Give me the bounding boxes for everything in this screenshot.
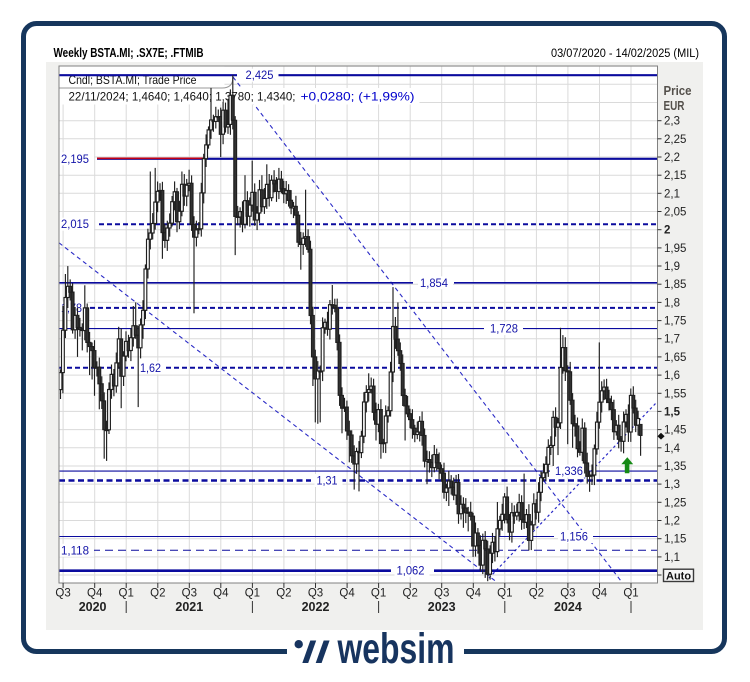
svg-text:1,35: 1,35 xyxy=(664,461,686,473)
svg-text:Cndl; BSTA.MI; Trade Price: Cndl; BSTA.MI; Trade Price xyxy=(69,73,197,87)
svg-text:1,65: 1,65 xyxy=(664,352,686,364)
svg-text:1,95: 1,95 xyxy=(664,243,686,255)
svg-text:1,9: 1,9 xyxy=(664,261,680,273)
svg-text:2,15: 2,15 xyxy=(664,170,686,182)
svg-text:1,4: 1,4 xyxy=(664,443,681,455)
svg-text:1,15: 1,15 xyxy=(664,534,686,546)
svg-text:Q4: Q4 xyxy=(339,588,355,600)
svg-text:1,75: 1,75 xyxy=(664,316,686,328)
svg-text:2,1: 2,1 xyxy=(664,188,680,200)
svg-text:2022: 2022 xyxy=(302,600,330,614)
svg-text:Auto: Auto xyxy=(666,570,691,582)
svg-text:2,195: 2,195 xyxy=(61,154,89,166)
svg-text:Q3: Q3 xyxy=(182,588,197,600)
svg-text:2,015: 2,015 xyxy=(61,219,89,231)
svg-text:2,05: 2,05 xyxy=(664,207,686,219)
svg-text:2,425: 2,425 xyxy=(246,70,274,82)
svg-text:Weekly BSTA.MI; .SX7E; .FTMIB: Weekly BSTA.MI; .SX7E; .FTMIB xyxy=(54,46,204,60)
svg-text:Q2: Q2 xyxy=(403,588,418,600)
svg-text:Q1: Q1 xyxy=(245,588,260,600)
svg-text:Q1: Q1 xyxy=(497,588,512,600)
svg-text:1,1: 1,1 xyxy=(664,552,680,564)
svg-text:22/11/2024; 1,4640; 1,4640; 1,: 22/11/2024; 1,4640; 1,4640; 1,3780; 1,43… xyxy=(69,90,296,104)
svg-text:2: 2 xyxy=(664,225,670,237)
svg-text:1,2: 1,2 xyxy=(664,516,680,528)
svg-text:Q3: Q3 xyxy=(55,588,70,600)
svg-text:Q2: Q2 xyxy=(276,588,291,600)
svg-text:1,7: 1,7 xyxy=(664,334,680,346)
svg-text:1,5: 1,5 xyxy=(664,406,681,418)
svg-text:Q4: Q4 xyxy=(87,588,103,600)
svg-text:03/07/2020 - 14/02/2025 (MIL): 03/07/2020 - 14/02/2025 (MIL) xyxy=(551,46,699,60)
svg-text:Q2: Q2 xyxy=(150,588,165,600)
svg-text:Q4: Q4 xyxy=(466,588,482,600)
svg-text:1,3: 1,3 xyxy=(664,479,680,491)
svg-text:1,336: 1,336 xyxy=(555,466,583,478)
svg-text:1,85: 1,85 xyxy=(664,279,686,291)
svg-text:1,31: 1,31 xyxy=(317,476,338,488)
svg-text:Q4: Q4 xyxy=(213,588,229,600)
svg-text:2,25: 2,25 xyxy=(664,134,686,146)
svg-text:1,118: 1,118 xyxy=(61,545,89,557)
svg-text:1,25: 1,25 xyxy=(664,497,686,509)
svg-text:2021: 2021 xyxy=(175,600,203,614)
svg-text:1,8: 1,8 xyxy=(664,297,680,309)
svg-text:2023: 2023 xyxy=(428,600,456,614)
svg-text:Q1: Q1 xyxy=(623,588,638,600)
svg-text:2024: 2024 xyxy=(554,600,582,614)
svg-text:websim: websim xyxy=(337,625,455,673)
svg-text:1,62: 1,62 xyxy=(140,363,161,375)
svg-text:1,062: 1,062 xyxy=(397,566,425,578)
svg-text:1,156: 1,156 xyxy=(560,532,588,544)
svg-text:Q4: Q4 xyxy=(592,588,608,600)
svg-text:Q3: Q3 xyxy=(560,588,575,600)
svg-text:Q3: Q3 xyxy=(308,588,323,600)
svg-text:+0,0280; (+1,99%): +0,0280; (+1,99%) xyxy=(301,90,415,104)
svg-text:Price: Price xyxy=(664,84,692,98)
svg-text:EUR: EUR xyxy=(664,99,685,113)
svg-text:1,854: 1,854 xyxy=(420,278,449,290)
svg-text:Q1: Q1 xyxy=(371,588,386,600)
svg-text:2,2: 2,2 xyxy=(664,152,680,164)
svg-text:1,6: 1,6 xyxy=(664,370,680,382)
svg-text:2020: 2020 xyxy=(79,600,107,614)
svg-text:Q3: Q3 xyxy=(434,588,449,600)
svg-text:2,3: 2,3 xyxy=(664,116,680,128)
svg-text:1,55: 1,55 xyxy=(664,388,686,400)
svg-text:1,728: 1,728 xyxy=(490,324,518,336)
svg-text:Q1: Q1 xyxy=(119,588,134,600)
svg-text:1,45: 1,45 xyxy=(664,425,686,437)
svg-text:Q2: Q2 xyxy=(529,588,544,600)
